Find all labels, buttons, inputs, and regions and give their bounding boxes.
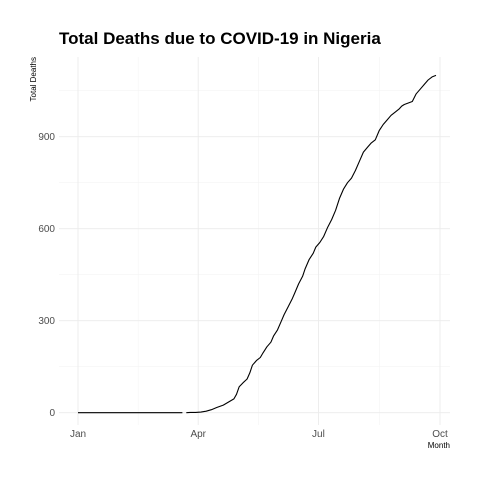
y-tick-label: 900 <box>38 132 55 143</box>
x-tick-label: Oct <box>432 429 448 440</box>
minor-gridlines <box>59 57 450 425</box>
x-tick-labels: Jan Apr Jul Oct <box>70 429 448 440</box>
series-line <box>186 74 437 414</box>
x-tick-label: Jul <box>312 429 325 440</box>
y-axis-title: Total Deaths <box>29 57 38 101</box>
x-tick-label: Jan <box>70 429 86 440</box>
series-layer <box>78 74 437 414</box>
y-tick-label: 300 <box>38 316 55 327</box>
x-axis-title: Month <box>428 441 450 450</box>
chart-title: Total Deaths due to COVID-19 in Nigeria <box>59 29 381 48</box>
major-gridlines <box>59 57 450 425</box>
y-tick-label: 600 <box>38 224 55 235</box>
y-tick-labels: 0 300 600 900 <box>38 132 55 419</box>
x-tick-label: Apr <box>190 429 206 440</box>
y-tick-label: 0 <box>49 408 55 419</box>
